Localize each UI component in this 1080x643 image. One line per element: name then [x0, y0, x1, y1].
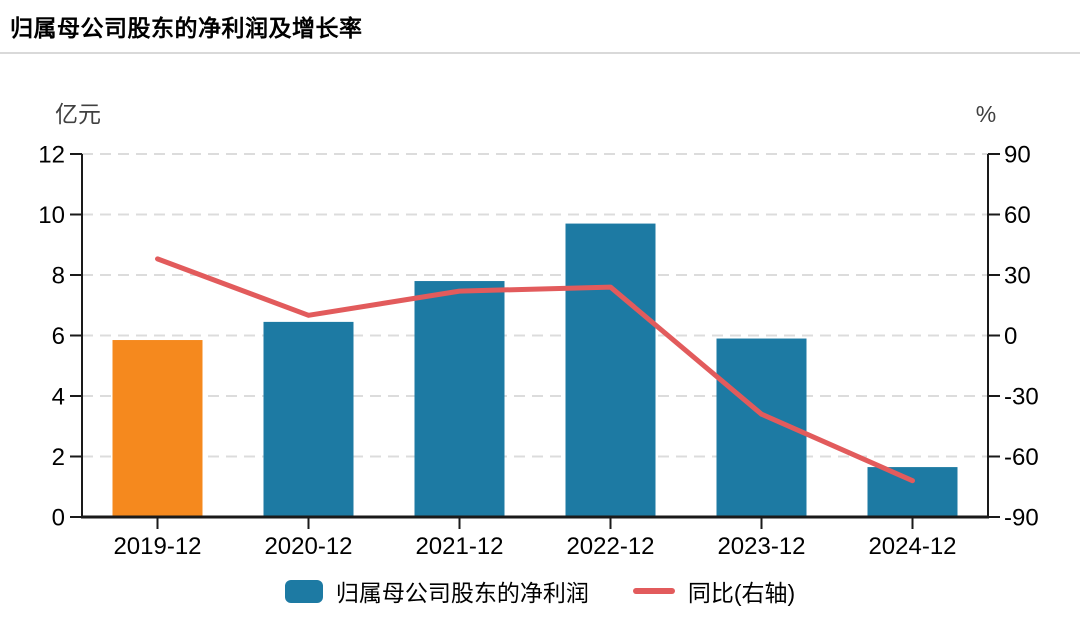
bar-2020-12 — [263, 321, 354, 517]
svg-text:2024-12: 2024-12 — [868, 533, 956, 560]
svg-text:亿元: 亿元 — [55, 101, 101, 127]
chart-card: 0 2 4 6 8 10 12 亿元 90 60 30 0 -30 -60 -90% 2019-12 2020-… — [0, 54, 1080, 608]
svg-text:0: 0 — [1004, 323, 1017, 350]
legend-label-net-profit: 归属母公司股东的净利润 — [335, 580, 589, 606]
svg-text:12: 12 — [38, 141, 65, 168]
svg-text:2: 2 — [52, 444, 65, 471]
x-axis: 2019-12 2020-12 2021-12 2022-12 2023-12 2024-… — [81, 515, 989, 560]
svg-text:-60: -60 — [1004, 444, 1039, 471]
svg-text:-90: -90 — [1004, 504, 1039, 531]
svg-text:10: 10 — [38, 202, 65, 229]
chart-header: 归属母公司股东的净利润及增长率 — [0, 0, 1080, 54]
legend-item-net-profit: 归属母公司股东的净利润 — [284, 574, 589, 608]
chart-title: 归属母公司股东的净利润及增长率 — [10, 15, 363, 41]
svg-text:2019-12: 2019-12 — [113, 533, 201, 560]
legend-item-yoy: 同比(右轴) — [632, 574, 796, 608]
chart-legend: 归属母公司股东的净利润 同比(右轴) — [0, 574, 1080, 608]
svg-text:60: 60 — [1004, 202, 1031, 229]
bars-group — [112, 223, 958, 517]
legend-label-yoy: 同比(右轴) — [687, 580, 796, 606]
gridlines — [82, 153, 988, 458]
net-profit-and-growth-chart: 0 2 4 6 8 10 12 亿元 90 60 30 0 -30 -60 -90% 2019-12 2020-… — [38, 101, 1039, 560]
right-axis: 90 60 30 0 -30 -60 -90% — [976, 101, 1039, 531]
bar-2019-12 — [112, 340, 203, 517]
bar-2022-12 — [565, 223, 656, 517]
svg-text:2023-12: 2023-12 — [717, 533, 805, 560]
yoy-growth-line — [155, 256, 915, 484]
bar-series-swatch-icon — [284, 579, 323, 603]
bar-2024-12 — [867, 467, 958, 517]
left-axis: 0 2 4 6 8 10 12 亿元 — [38, 101, 101, 531]
svg-text:6: 6 — [52, 323, 65, 350]
svg-text:2020-12: 2020-12 — [264, 533, 352, 560]
svg-text:8: 8 — [52, 262, 65, 289]
svg-text:4: 4 — [52, 383, 65, 410]
svg-text:90: 90 — [1004, 141, 1031, 168]
svg-text:2022-12: 2022-12 — [566, 533, 654, 560]
svg-text:0: 0 — [52, 504, 65, 531]
line-series-swatch-icon — [632, 588, 675, 594]
svg-text:-30: -30 — [1004, 383, 1039, 410]
svg-text:30: 30 — [1004, 262, 1031, 289]
svg-text:%: % — [976, 101, 996, 127]
bar-2021-12 — [414, 281, 505, 517]
svg-text:2021-12: 2021-12 — [415, 533, 503, 560]
